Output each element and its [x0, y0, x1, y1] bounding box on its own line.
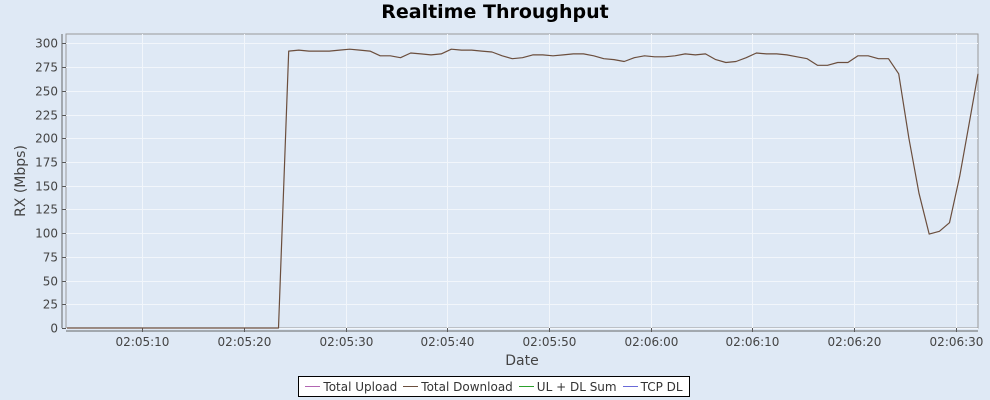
x-tick-label: 02:05:40: [421, 335, 475, 349]
y-tick-label: 150: [35, 180, 58, 194]
y-tick-label: 100: [35, 227, 58, 241]
legend-item: Total Upload: [305, 380, 397, 394]
x-tick-label: 02:06:30: [930, 335, 984, 349]
legend-item: Total Download: [403, 380, 513, 394]
legend: Total Upload Total Download UL + DL Sum TCP…: [298, 376, 690, 397]
legend-swatch: [518, 386, 534, 387]
y-tick-label: 300: [35, 37, 58, 51]
y-tick-label: 50: [43, 275, 58, 289]
legend-item: UL + DL Sum: [518, 379, 617, 394]
chart-title: Realtime Throughput: [381, 1, 609, 23]
gridlines: [66, 34, 978, 329]
legend-item: TCP DL: [622, 379, 683, 394]
series-line-1: [67, 48, 979, 329]
y-tick-label: 0: [50, 322, 58, 336]
y-tick-label: 200: [35, 132, 58, 146]
y-tick-label: 75: [43, 251, 58, 265]
y-tick-label: 250: [35, 85, 58, 99]
x-tick-label: 02:05:50: [523, 335, 577, 349]
legend-label: Total Upload: [323, 379, 398, 394]
legend-label: TCP DL: [640, 379, 683, 394]
series-lines: [67, 48, 979, 329]
y-tick-label: 225: [35, 109, 58, 123]
x-tick-label: 02:06:00: [625, 335, 679, 349]
y-tick-label: 25: [43, 298, 58, 312]
legend-swatch: [403, 386, 419, 387]
x-tick-label: 02:05:30: [320, 335, 374, 349]
x-tick-label: 02:06:10: [726, 335, 780, 349]
legend-label: Total Download: [421, 379, 513, 394]
y-tick-label: 125: [35, 203, 58, 217]
x-tick-label: 02:06:20: [828, 335, 882, 349]
axes: 0 25 50 75 100 125 150 175 200 225 250 275 300 02:05:…: [35, 34, 983, 349]
y-tick-label: 175: [35, 156, 58, 170]
x-axis-label: Date: [505, 353, 538, 369]
x-tick-label: 02:05:20: [218, 335, 272, 349]
x-tick-label: 02:05:10: [116, 335, 170, 349]
plot-area: [65, 33, 979, 329]
legend-swatch: [305, 386, 321, 387]
legend-label: UL + DL Sum: [536, 379, 617, 394]
y-tick-label: 275: [35, 61, 58, 75]
legend-swatch: [622, 386, 638, 387]
y-axis-label: RX (Mbps): [13, 145, 29, 217]
